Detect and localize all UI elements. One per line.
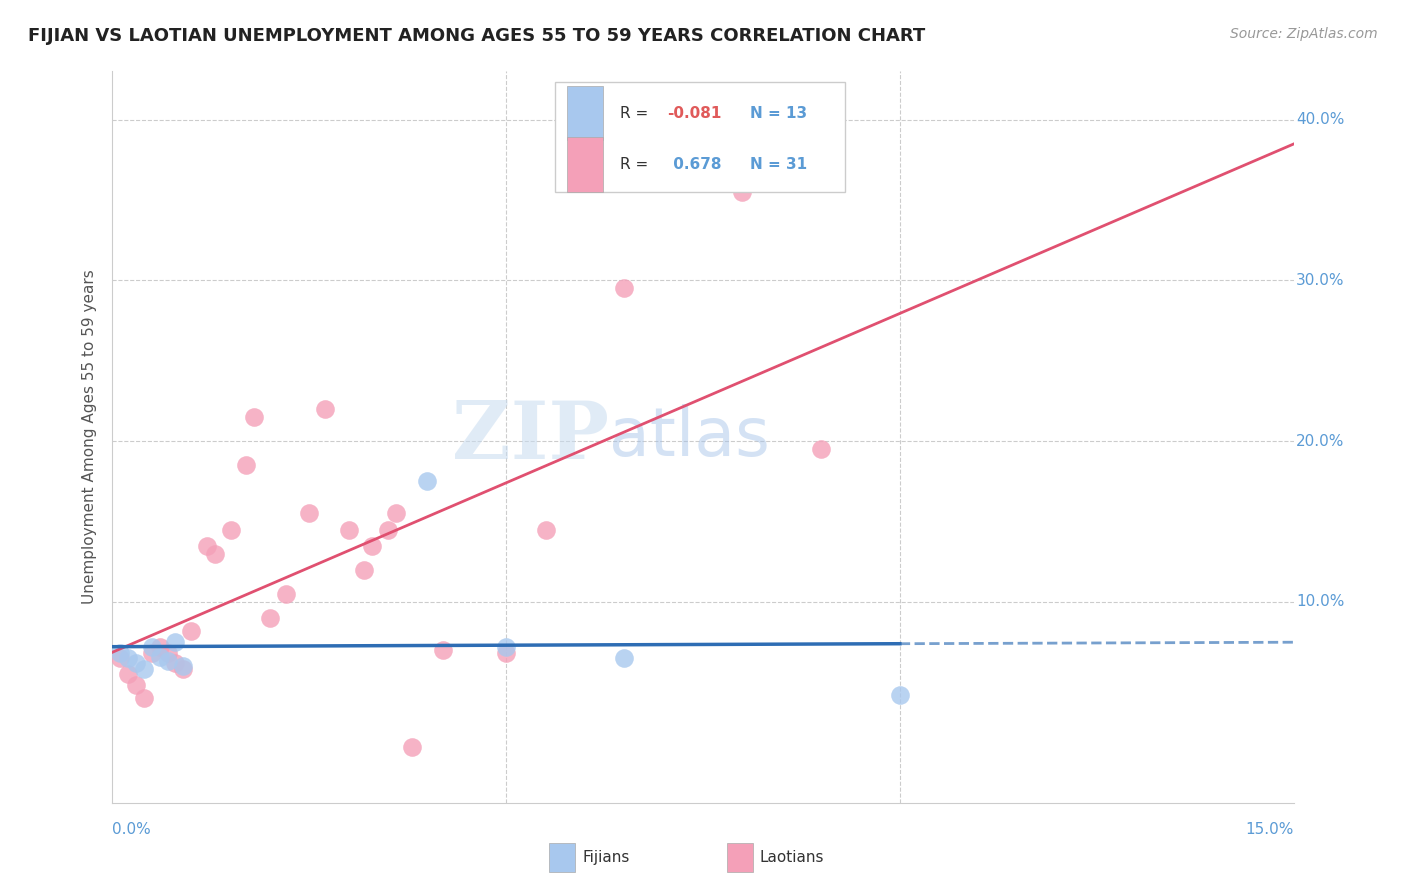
Point [495, 646, 517, 660]
Point [117, 651, 139, 665]
Point [416, 475, 439, 489]
Point [810, 442, 832, 457]
Text: 0.678: 0.678 [668, 157, 721, 172]
Point [125, 678, 148, 692]
Bar [567, 86, 603, 140]
Text: 20.0%: 20.0% [1296, 434, 1344, 449]
Point [361, 539, 384, 553]
Point [110, 646, 132, 660]
Text: N = 13: N = 13 [751, 105, 807, 120]
Point [165, 656, 187, 670]
Text: Laotians: Laotians [759, 850, 824, 865]
Point [156, 654, 179, 668]
Y-axis label: Unemployment Among Ages 55 to 59 years: Unemployment Among Ages 55 to 59 years [82, 269, 97, 605]
Point [377, 523, 399, 537]
Point [432, 643, 454, 657]
Point [353, 563, 375, 577]
Bar [567, 137, 603, 192]
Point [172, 659, 194, 673]
Point [274, 587, 297, 601]
Text: R =: R = [620, 157, 654, 172]
Text: N = 31: N = 31 [751, 157, 807, 172]
Point [117, 667, 139, 681]
Point [235, 458, 257, 473]
Point [195, 539, 218, 553]
Point [149, 640, 172, 654]
Point [172, 662, 194, 676]
Bar [555, 82, 845, 192]
Point [132, 691, 155, 706]
Point [204, 547, 226, 561]
Point [141, 646, 163, 660]
Text: -0.081: -0.081 [668, 105, 721, 120]
Bar [727, 843, 752, 872]
Point [219, 523, 242, 537]
Text: atlas: atlas [609, 404, 769, 470]
Point [385, 507, 408, 521]
Point [314, 401, 336, 416]
Text: Fijians: Fijians [582, 850, 630, 865]
Text: FIJIAN VS LAOTIAN UNEMPLOYMENT AMONG AGES 55 TO 59 YEARS CORRELATION CHART: FIJIAN VS LAOTIAN UNEMPLOYMENT AMONG AGE… [28, 27, 925, 45]
Text: Source: ZipAtlas.com: Source: ZipAtlas.com [1230, 27, 1378, 41]
Text: R =: R = [620, 105, 654, 120]
Point [243, 409, 266, 424]
Bar [550, 843, 575, 872]
Point [401, 739, 423, 754]
Point [259, 611, 281, 625]
Point [132, 662, 155, 676]
Text: 40.0%: 40.0% [1296, 112, 1344, 127]
Point [495, 640, 517, 654]
Text: 30.0%: 30.0% [1296, 273, 1344, 288]
Point [125, 656, 148, 670]
Point [165, 635, 187, 649]
Text: ZIP: ZIP [451, 398, 609, 476]
Point [731, 185, 754, 199]
Point [149, 649, 172, 664]
Point [110, 651, 132, 665]
Text: 0.0%: 0.0% [112, 822, 152, 837]
Point [337, 523, 360, 537]
Point [889, 688, 911, 702]
Text: 15.0%: 15.0% [1246, 822, 1294, 837]
Point [534, 523, 557, 537]
Point [180, 624, 202, 638]
Point [613, 651, 636, 665]
Point [141, 640, 163, 654]
Point [156, 646, 179, 660]
Point [613, 281, 636, 295]
Point [298, 507, 321, 521]
Text: 10.0%: 10.0% [1296, 594, 1344, 609]
